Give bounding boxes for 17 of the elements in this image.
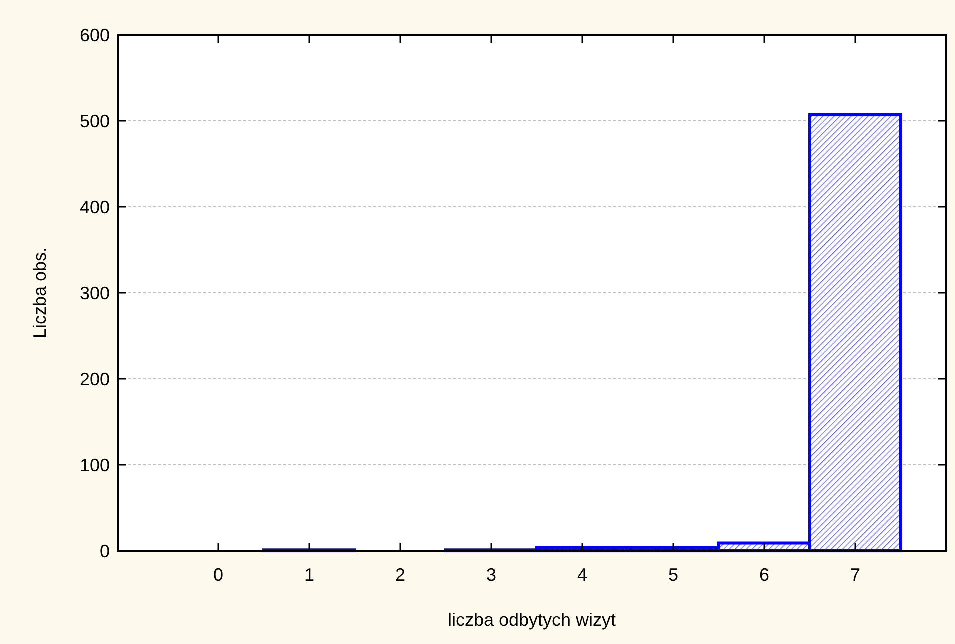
y-tick-label: 0 xyxy=(100,541,110,562)
y-tick-label: 400 xyxy=(80,197,110,218)
y-tick-label: 300 xyxy=(80,283,110,304)
x-axis-title: liczba odbytych wizyt xyxy=(448,610,616,630)
y-tick-label: 600 xyxy=(80,25,110,46)
y-tick-label: 100 xyxy=(80,455,110,476)
x-tick-label: 4 xyxy=(577,565,588,585)
x-tick-label: 5 xyxy=(668,565,679,585)
x-tick-label: 2 xyxy=(395,565,406,585)
y-axis-title: Liczba obs. xyxy=(30,247,50,339)
x-tick-label: 0 xyxy=(213,565,224,585)
y-tick-label: 500 xyxy=(80,111,110,132)
x-tick-label: 1 xyxy=(304,565,315,585)
x-tick-label: 7 xyxy=(850,565,861,585)
x-tick-label: 6 xyxy=(759,565,770,585)
x-tick-label: 3 xyxy=(486,565,497,585)
y-tick-label: 200 xyxy=(80,369,110,390)
